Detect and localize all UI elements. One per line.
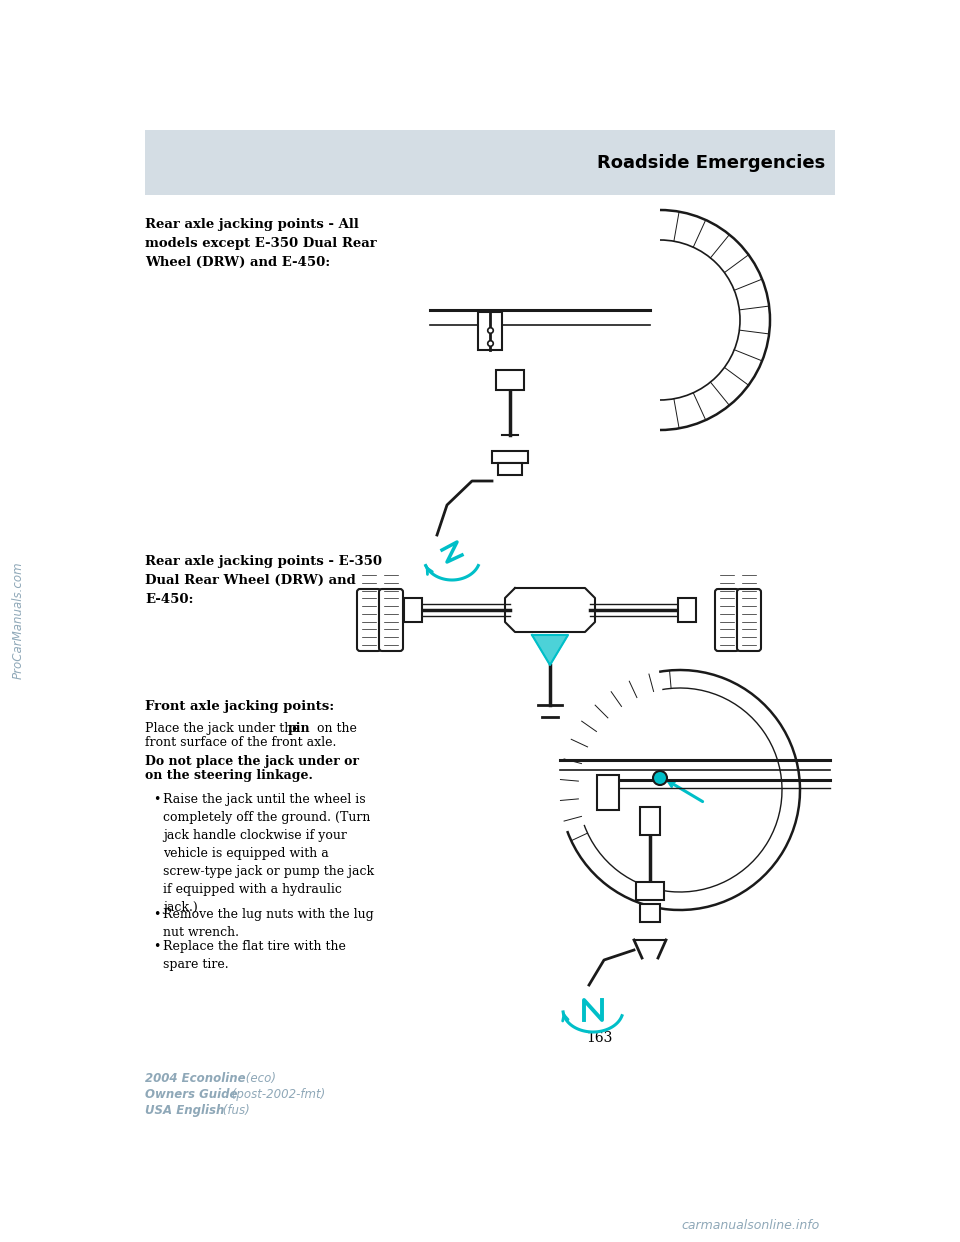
Bar xyxy=(492,451,528,463)
Text: (fus): (fus) xyxy=(219,1104,250,1117)
Bar xyxy=(496,370,524,390)
Circle shape xyxy=(653,771,667,785)
Polygon shape xyxy=(532,635,568,664)
Text: Place the jack under the: Place the jack under the xyxy=(145,722,303,735)
Text: Front axle jacking points:: Front axle jacking points: xyxy=(145,700,334,713)
Bar xyxy=(597,775,619,810)
Bar xyxy=(498,463,522,474)
Bar xyxy=(640,904,660,922)
Text: (eco): (eco) xyxy=(242,1072,276,1086)
Text: •: • xyxy=(153,940,160,953)
Bar xyxy=(404,597,422,622)
Text: (post-2002-fmt): (post-2002-fmt) xyxy=(228,1088,325,1100)
Bar xyxy=(145,130,835,195)
Text: pin: pin xyxy=(288,722,311,735)
Text: ProCarManuals.com: ProCarManuals.com xyxy=(12,561,25,679)
Text: Rear axle jacking points - All
models except E-350 Dual Rear
Wheel (DRW) and E-4: Rear axle jacking points - All models ex… xyxy=(145,219,376,270)
Text: Do not place the jack under or: Do not place the jack under or xyxy=(145,755,359,768)
Text: Replace the flat tire with the
spare tire.: Replace the flat tire with the spare tir… xyxy=(163,940,346,971)
FancyBboxPatch shape xyxy=(357,589,381,651)
Text: 2004 Econoline: 2004 Econoline xyxy=(145,1072,246,1086)
Bar xyxy=(640,807,660,835)
Text: Rear axle jacking points - E-350
Dual Rear Wheel (DRW) and
E-450:: Rear axle jacking points - E-350 Dual Re… xyxy=(145,555,382,606)
Text: on the steering linkage.: on the steering linkage. xyxy=(145,769,313,782)
FancyBboxPatch shape xyxy=(379,589,403,651)
Text: carmanualsonline.info: carmanualsonline.info xyxy=(682,1218,820,1232)
Text: •: • xyxy=(153,908,160,922)
FancyBboxPatch shape xyxy=(737,589,761,651)
Text: Owners Guide: Owners Guide xyxy=(145,1088,237,1100)
Text: on the: on the xyxy=(313,722,357,735)
Text: •: • xyxy=(153,792,160,806)
Bar xyxy=(636,882,664,900)
Text: Remove the lug nuts with the lug
nut wrench.: Remove the lug nuts with the lug nut wre… xyxy=(163,908,373,939)
Text: front surface of the front axle.: front surface of the front axle. xyxy=(145,737,336,749)
Text: 163: 163 xyxy=(587,1031,613,1045)
Text: Roadside Emergencies: Roadside Emergencies xyxy=(597,154,825,171)
FancyBboxPatch shape xyxy=(715,589,739,651)
Bar xyxy=(678,597,696,622)
Text: USA English: USA English xyxy=(145,1104,225,1117)
Text: Raise the jack until the wheel is
completely off the ground. (Turn
jack handle c: Raise the jack until the wheel is comple… xyxy=(163,792,374,914)
Bar xyxy=(478,312,502,350)
